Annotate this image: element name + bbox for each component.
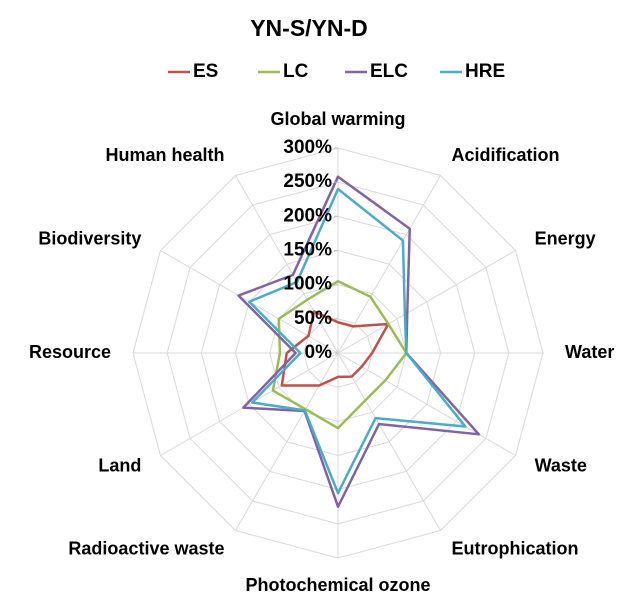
category-label: Eutrophication <box>452 538 579 558</box>
spoke <box>337 250 516 354</box>
category-label: Human health <box>105 145 224 165</box>
y-tick-label: 0% <box>305 342 333 363</box>
category-label: Energy <box>535 228 596 248</box>
y-tick-label: 100% <box>283 274 332 295</box>
y-tick-label: 200% <box>283 205 332 226</box>
category-label: Acidification <box>452 145 560 165</box>
series-line <box>237 175 481 508</box>
legend-label: ES <box>193 61 218 82</box>
legend-label: ELC <box>370 61 408 82</box>
y-tick-label: 150% <box>283 240 332 261</box>
category-label: Biodiversity <box>38 228 141 248</box>
series-line <box>271 280 408 430</box>
spoke <box>160 352 339 456</box>
legend-label: LC <box>283 61 309 82</box>
y-tick-label: 50% <box>294 308 332 329</box>
category-label: Waste <box>535 455 587 475</box>
category-label: Land <box>98 455 141 475</box>
chart-title: YN-S/YN-D <box>250 15 368 41</box>
category-label: Resource <box>29 342 111 362</box>
y-tick-label: 300% <box>283 137 332 158</box>
spoke <box>337 352 441 531</box>
category-label: Global warming <box>270 109 405 129</box>
spoke <box>235 175 339 354</box>
spoke <box>337 352 516 456</box>
category-label: Water <box>565 342 614 362</box>
series-line <box>247 187 467 495</box>
spoke <box>337 175 441 354</box>
spoke <box>235 352 339 531</box>
category-label: Photochemical ozone <box>245 575 430 595</box>
category-label: Radioactive waste <box>68 538 224 558</box>
y-tick-label: 250% <box>283 171 332 192</box>
legend-label: HRE <box>465 61 505 82</box>
